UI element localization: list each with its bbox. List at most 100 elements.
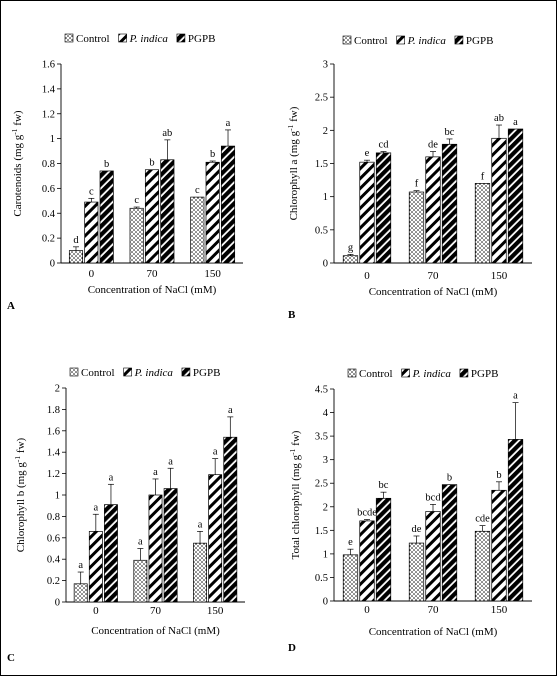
chart-panel-a: Control P. indica PGPB 0 0.2 0.4 0.6 0.8 1 1.2 1.4… [7, 33, 243, 312]
y-tick-label: 1.2 [42, 109, 55, 120]
x-tick-label: 0 [364, 270, 370, 282]
y-tick-label: 0 [323, 597, 328, 608]
bar [375, 152, 392, 264]
y-tick-label: 0.8 [47, 512, 60, 523]
y-tick-label: 0.8 [42, 159, 55, 170]
legend-label: Control [81, 367, 115, 379]
bar [441, 484, 458, 602]
significance-letter: b [447, 473, 452, 484]
significance-letter: a [513, 117, 518, 128]
legend-swatch-diag [401, 368, 410, 378]
bar [425, 511, 441, 602]
bar [84, 201, 99, 264]
legend-label: P. indica [412, 368, 452, 380]
y-tick-label: 1 [55, 491, 60, 502]
significance-letter: cd [379, 140, 390, 151]
legend-label: Control [359, 368, 393, 380]
x-tick-label: 0 [364, 604, 370, 616]
bar [99, 170, 114, 264]
significance-letter: ab [162, 128, 172, 139]
legend-label: P. indica [407, 35, 447, 47]
chart-panel-d: Control P. indica PGPB 0 0.5 1 1.5 2 2.5 3 3.5 4 4.5… [288, 368, 532, 654]
bar [441, 143, 458, 264]
x-axis-title: Concentration of NaCl (mM) [91, 625, 220, 637]
y-axis-title: Chlorophyll a (mg g-1 fw) [286, 106, 301, 220]
y-tick-label: 0.6 [47, 533, 60, 544]
significance-letter: bc [379, 480, 389, 491]
significance-letter: cde [475, 514, 490, 525]
bar [425, 156, 441, 264]
legend-swatch-diag [123, 367, 132, 377]
y-tick-label: 2 [55, 384, 60, 395]
legend-swatch-dots [347, 368, 357, 378]
bar [129, 207, 144, 264]
y-tick-label: 1.8 [47, 405, 60, 416]
panel-tag: C [7, 652, 15, 664]
x-tick-label: 70 [150, 605, 162, 617]
bar [491, 489, 507, 602]
y-tick-label: 1.4 [47, 448, 61, 459]
bar [163, 488, 178, 603]
significance-letter: a [168, 456, 173, 467]
y-tick-label: 0.6 [42, 184, 55, 195]
significance-letter: a [153, 467, 158, 478]
x-axis-title: Concentration of NaCl (mM) [369, 286, 498, 298]
bar [88, 531, 103, 603]
legend-label: Control [76, 33, 110, 45]
legend-label: PGPB [188, 33, 216, 45]
y-tick-label: 0 [323, 259, 328, 270]
legend-label: P. indica [134, 367, 174, 379]
legend-swatch-bold [454, 35, 464, 45]
bar [133, 559, 148, 603]
significance-letter: a [138, 537, 143, 548]
y-tick-label: 2 [323, 502, 328, 513]
bar [104, 504, 118, 603]
y-tick-label: 2.5 [315, 93, 328, 104]
legend-swatch-bold [459, 368, 469, 378]
legend-swatch-diag [396, 35, 405, 45]
x-tick-label: 70 [428, 604, 440, 616]
bar [474, 183, 491, 264]
y-tick-label: 0.2 [47, 576, 60, 587]
bar [342, 255, 359, 264]
y-axis-title: Total chlorophyll (mg g-1 fw) [288, 430, 303, 559]
significance-letter: c [89, 186, 94, 197]
significance-letter: e [365, 148, 370, 159]
legend-label: P. indica [129, 33, 169, 45]
bar [190, 196, 205, 264]
significance-letter: a [226, 118, 231, 129]
bar [205, 161, 220, 264]
significance-letter: b [210, 149, 215, 160]
significance-letter: c [134, 195, 139, 206]
legend-label: PGPB [193, 367, 221, 379]
significance-letter: b [149, 158, 154, 169]
significance-letter: c [195, 185, 200, 196]
bar [208, 474, 223, 603]
bar [73, 583, 88, 603]
y-tick-label: 0.5 [315, 225, 328, 236]
y-tick-label: 4 [323, 408, 329, 419]
bar [148, 494, 163, 603]
legend-swatch-diag [118, 33, 127, 43]
x-tick-label: 150 [491, 270, 508, 282]
x-tick-label: 0 [89, 268, 95, 280]
y-tick-label: 0.4 [47, 555, 61, 566]
significance-letter: a [109, 472, 114, 483]
bar [220, 145, 236, 264]
y-tick-label: 1.4 [42, 84, 56, 95]
x-tick-label: 150 [491, 604, 508, 616]
legend-label: PGPB [471, 368, 499, 380]
chart-panel-b: Control P. indica PGPB 0 0.5 1 1.5 2 2.5 3 0 g ecd 70… [286, 35, 532, 321]
y-tick-label: 0 [55, 598, 60, 609]
legend-swatch-dots [64, 33, 74, 43]
x-tick-label: 70 [428, 270, 440, 282]
chart-panel-c: Control P. indica PGPB 0 0.2 0.4 0.6 0.8 1 1.2 1.4… [7, 367, 245, 664]
y-tick-label: 3 [323, 60, 328, 71]
significance-letter: bc [445, 127, 455, 138]
y-tick-label: 2 [323, 126, 328, 137]
y-tick-label: 1.6 [47, 426, 60, 437]
y-axis-title: Carotenoids (mg g-1 fw) [10, 110, 25, 216]
y-tick-label: 2.5 [315, 479, 328, 490]
panel-tag: D [288, 642, 296, 654]
bar [491, 137, 507, 264]
